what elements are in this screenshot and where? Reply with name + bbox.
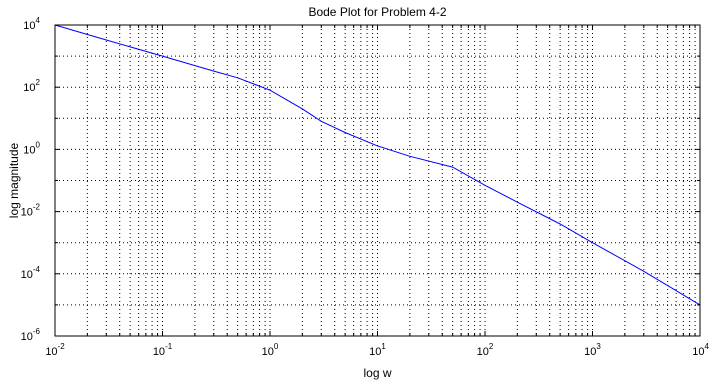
tick-exponent: 3 <box>596 342 601 351</box>
y-axis-label: log magnitude <box>7 142 21 218</box>
tick-base: 10 <box>23 82 35 94</box>
tick-base: 10 <box>21 331 33 343</box>
tick-exponent: 4 <box>705 342 709 351</box>
y-tick-label: 102 <box>23 78 40 94</box>
tick-base: 10 <box>584 346 596 358</box>
x-tick-labels: 10-2 10-1 100 101 102 103 104 <box>45 342 709 358</box>
tick-exponent: 1 <box>381 342 386 351</box>
tick-exponent: -2 <box>33 203 41 212</box>
tick-base: 10 <box>692 346 704 358</box>
x-tick-label: 103 <box>584 342 601 358</box>
series-group <box>54 24 701 306</box>
tick-exponent: -4 <box>33 265 41 274</box>
tick-base: 10 <box>23 144 35 156</box>
x-tick-label: 104 <box>692 342 709 358</box>
tick-base: 10 <box>21 207 33 219</box>
y-tick-label: 10-6 <box>21 327 41 343</box>
y-tick-label: 10-4 <box>21 265 41 281</box>
tick-base: 10 <box>21 269 33 281</box>
x-tick-label: 10-1 <box>153 342 173 358</box>
y-tick-label: 104 <box>23 16 40 32</box>
x-tick-label: 10-2 <box>45 342 65 358</box>
series-line <box>54 24 701 306</box>
y-tick-label: 100 <box>23 140 40 156</box>
tick-exponent: 2 <box>489 342 494 351</box>
grid-lines <box>55 25 700 336</box>
tick-exponent: -2 <box>58 342 66 351</box>
tick-exponent: 2 <box>36 78 41 87</box>
x-axis-label: log w <box>363 366 391 380</box>
x-tick-label: 102 <box>477 342 494 358</box>
tick-base: 10 <box>262 346 274 358</box>
tick-base: 10 <box>23 20 35 32</box>
tick-exponent: 0 <box>36 140 41 149</box>
y-tick-label: 10-2 <box>21 203 41 219</box>
chart-title: Bode Plot for Problem 4-2 <box>308 5 446 19</box>
x-tick-label: 100 <box>262 342 279 358</box>
tick-exponent: 4 <box>36 16 41 25</box>
tick-base: 10 <box>369 346 381 358</box>
tick-base: 10 <box>153 346 165 358</box>
x-tick-label: 101 <box>369 342 386 358</box>
tick-exponent: -6 <box>33 327 41 336</box>
ticks <box>55 24 700 337</box>
tick-exponent: -1 <box>165 342 173 351</box>
tick-base: 10 <box>477 346 489 358</box>
tick-base: 10 <box>45 346 57 358</box>
tick-exponent: 0 <box>274 342 279 351</box>
